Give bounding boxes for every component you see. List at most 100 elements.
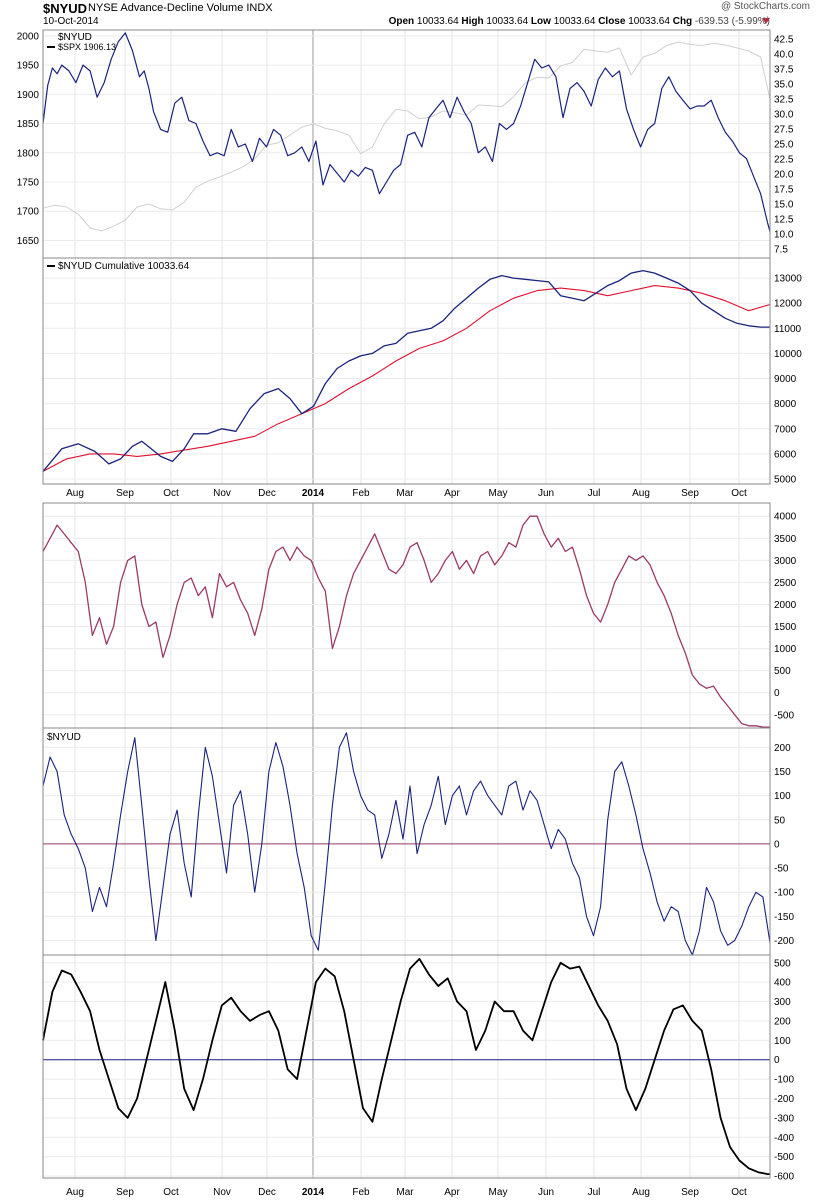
right-tick-label: -100 [774,888,794,899]
right-tick-label: 6000 [774,449,797,460]
chart-date: 10-Oct-2014 [43,16,99,27]
x-tick-label: Sep [116,1187,134,1198]
right-tick-label: 27.5 [774,125,794,136]
oscillator-3-line [42,958,770,1175]
high-label: High [461,16,484,27]
legend-nyud: $NYUD [58,32,92,43]
x-tick-label: Aug [632,1187,650,1198]
right-tick-label: 35.0 [774,80,794,91]
spx-series-line [42,41,771,232]
x-tick-label: Aug [632,488,650,499]
x-tick-label: May [489,488,508,499]
legend-oscillator-2: $NYUD [47,732,81,743]
right-tick-label: 150 [774,767,791,778]
right-tick-label: 200 [774,743,791,754]
oscillator-1-line [42,515,770,728]
right-tick-label: 9000 [774,374,797,385]
chevron-down-icon[interactable] [762,18,770,24]
right-tick-label: 37.5 [774,65,794,76]
oscillator-2-panel [42,727,771,956]
x-tick-label: Mar [396,1187,414,1198]
right-tick-label: -100 [774,1075,794,1086]
x-tick-label: Jul [588,488,601,499]
right-tick-label: -200 [774,936,794,947]
oscillator-1-panel [42,502,771,729]
x-tick-label: Sep [116,488,134,499]
right-tick-label: 4000 [774,512,797,523]
open-label: Open [388,16,415,27]
right-tick-label: 0 [774,688,780,699]
cumulative-series-line [42,269,770,472]
right-tick-label: 12000 [774,299,802,310]
low-value: 10033.64 [553,16,596,27]
right-tick-label: 42.5 [774,35,794,46]
right-tick-label: 100 [774,1036,791,1047]
right-tick-label: 100 [774,791,791,802]
x-tick-label: Nov [213,1187,231,1198]
right-tick-label: 13000 [774,274,802,285]
right-tick-label: 200 [774,1016,791,1027]
right-tick-label: 1000 [774,644,797,655]
right-tick-label: 40.0 [774,50,794,61]
right-tick-label: 0 [774,839,780,850]
right-tick-label: 10000 [774,349,802,360]
x-tick-label: Dec [258,488,276,499]
legend-cumulative: $NYUD Cumulative 10033.64 [58,261,190,272]
right-tick-label: -500 [774,710,794,721]
right-tick-label: -50 [774,864,789,875]
left-tick-label: 1950 [17,61,40,72]
x-tick-label: Feb [352,488,370,499]
x-tick-label: Oct [163,1187,179,1198]
chg-value: -639.53 (-5.99%) [694,16,770,27]
right-tick-label: 30.0 [774,110,794,121]
cumulative-panel [42,257,771,485]
right-tick-label: 300 [774,997,791,1008]
index-name: NYSE Advance-Decline Volume INDX [88,2,273,14]
left-tick-label: 1750 [17,178,40,189]
oscillator-3-panel [42,954,771,1179]
x-tick-label: Nov [213,488,231,499]
close-label: Close [598,16,626,27]
right-tick-label: 11000 [774,324,802,335]
right-tick-label: -600 [774,1172,794,1183]
x-tick-label: Oct [163,488,179,499]
right-tick-label: 25.0 [774,140,794,151]
x-tick-label: Feb [352,1187,370,1198]
x-tick-label: Oct [731,1187,747,1198]
right-tick-label: -300 [774,1113,794,1124]
left-tick-label: 1650 [17,236,40,247]
average-series-line [42,285,771,472]
x-tick-label: 2014 [302,1187,325,1198]
right-tick-label: 50 [774,815,786,826]
left-tick-label: 1900 [17,90,40,101]
x-tick-label: May [489,1187,508,1198]
quote-line: Open 10033.64 High 10033.64 Low 10033.64… [389,16,770,27]
right-tick-label: 500 [774,666,791,677]
right-tick-label: 0 [774,1055,780,1066]
right-tick-label: 8000 [774,399,797,410]
price-panel [42,29,771,259]
right-tick-label: 400 [774,978,791,989]
right-tick-label: -400 [774,1133,794,1144]
right-tick-label: -200 [774,1094,794,1105]
x-tick-label: Aug [66,1187,84,1198]
left-tick-label: 1800 [17,148,40,159]
high-value: 10033.64 [486,16,529,27]
open-value: 10033.64 [416,16,459,27]
right-tick-label: 1500 [774,622,797,633]
close-value: 10033.64 [628,16,670,27]
x-tick-label: Jun [538,488,554,499]
left-tick-label: 1700 [17,207,40,218]
brand-label: @ StockCharts.com [720,1,810,12]
right-tick-label: 10.0 [774,230,794,241]
right-tick-label: 500 [774,958,791,969]
right-tick-label: 2500 [774,578,797,589]
low-label: Low [530,16,551,27]
oscillator-2-line [42,732,771,956]
x-tick-label: Aug [66,488,84,499]
x-tick-label: Mar [396,488,414,499]
right-tick-label: 20.0 [774,170,794,181]
right-tick-label: 22.5 [774,155,794,166]
symbol-title: $NYUD [43,1,88,16]
